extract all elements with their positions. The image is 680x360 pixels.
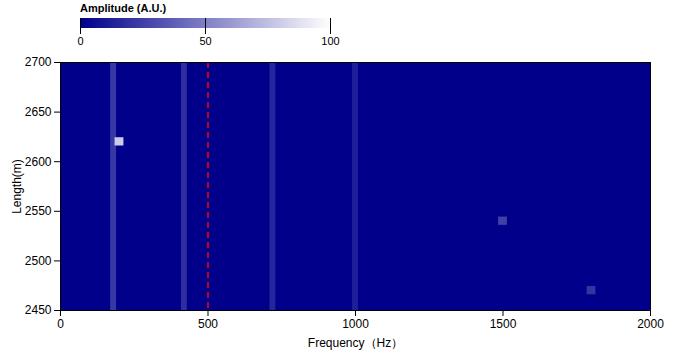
svg-text:Frequency（Hz）: Frequency（Hz） <box>308 336 403 350</box>
svg-text:1000: 1000 <box>342 317 369 331</box>
svg-text:2000: 2000 <box>637 317 664 331</box>
svg-text:Length(m): Length(m) <box>10 159 24 214</box>
svg-text:2450: 2450 <box>25 303 52 317</box>
svg-text:50: 50 <box>199 35 211 47</box>
svg-text:2550: 2550 <box>25 204 52 218</box>
svg-text:1500: 1500 <box>490 317 517 331</box>
svg-text:500: 500 <box>198 317 218 331</box>
svg-text:2650: 2650 <box>25 105 52 119</box>
svg-text:2500: 2500 <box>25 254 52 268</box>
svg-text:2600: 2600 <box>25 155 52 169</box>
svg-text:Amplitude (A.U.): Amplitude (A.U.) <box>80 2 166 14</box>
svg-text:100: 100 <box>321 35 339 47</box>
svg-text:0: 0 <box>77 35 83 47</box>
svg-text:2700: 2700 <box>25 55 52 69</box>
svg-text:0: 0 <box>57 317 64 331</box>
